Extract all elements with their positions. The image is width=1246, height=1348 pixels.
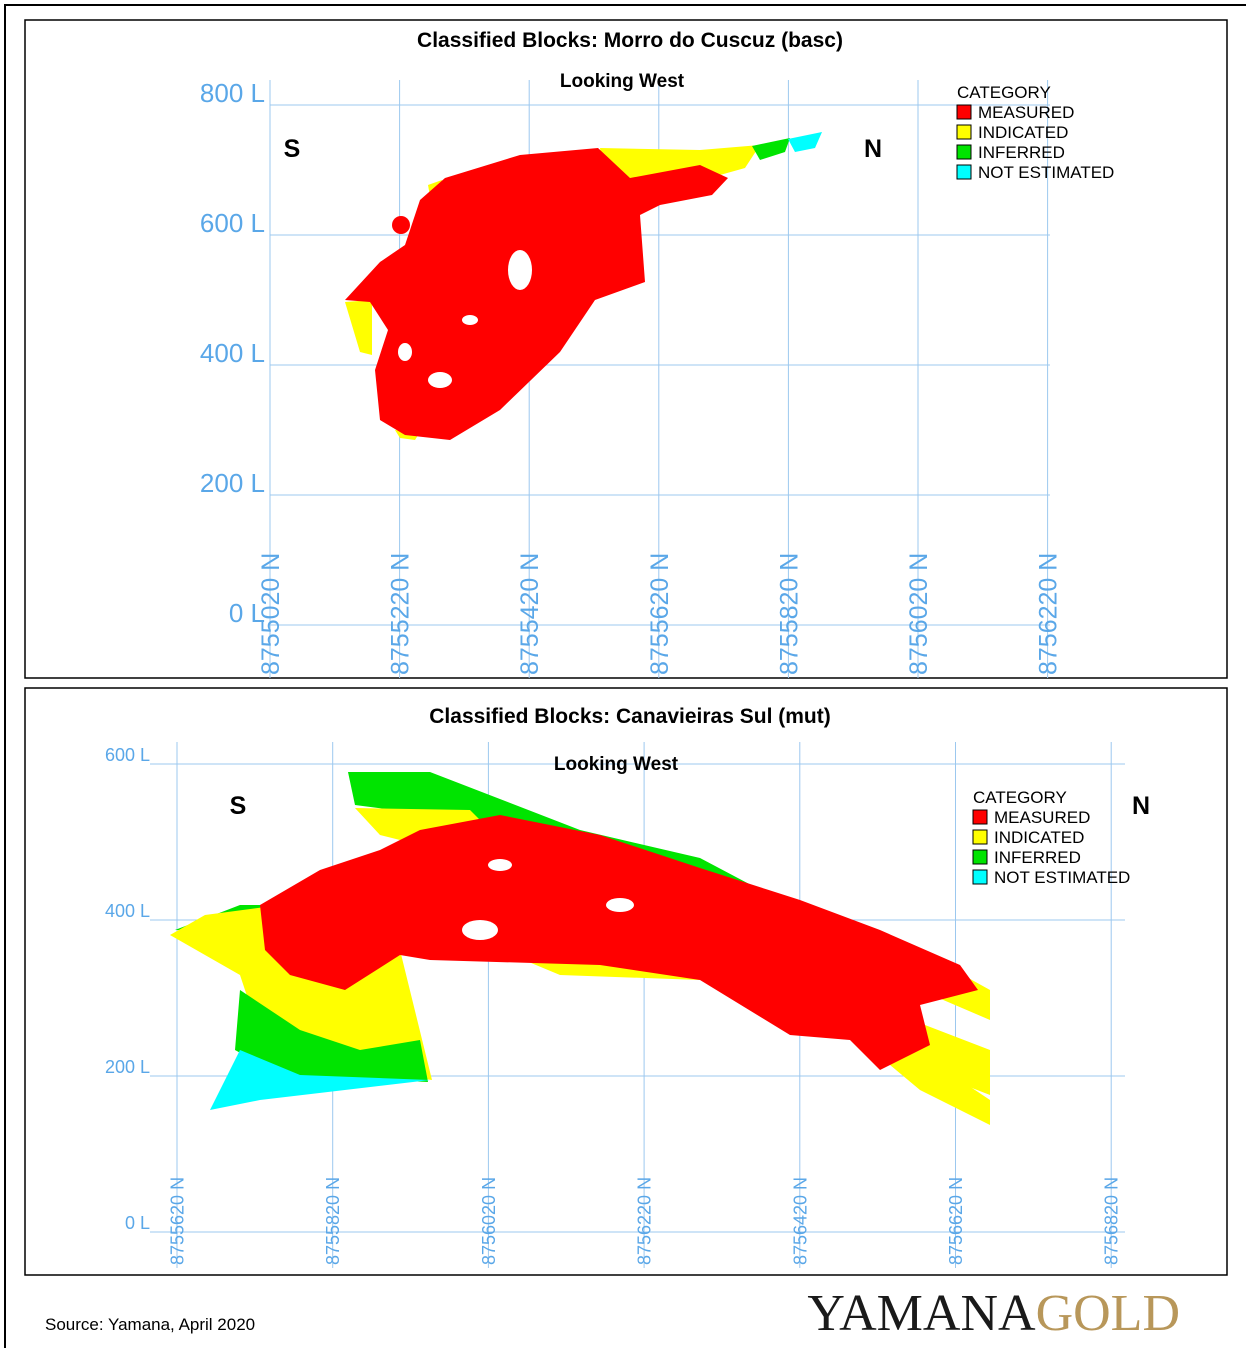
legend-swatch xyxy=(956,124,972,140)
blocks-morro xyxy=(345,132,822,440)
elevation-label: 200 L xyxy=(105,1057,150,1077)
direction-south: S xyxy=(284,135,301,163)
logo-part: GOLD xyxy=(1036,1285,1180,1342)
elevation-label: 400 L xyxy=(200,338,265,368)
panel-frame xyxy=(24,687,1228,1276)
source: Source: Yamana, April 2020 xyxy=(45,1315,255,1334)
legend-title: CATEGORY xyxy=(957,83,1051,102)
blocks-canavieiras xyxy=(170,772,990,1125)
elevation-label: 0 L xyxy=(125,1213,150,1233)
northing-label: 8756620 N xyxy=(946,1177,966,1265)
northing-label: 8755020 N xyxy=(257,553,285,675)
legend-swatch xyxy=(956,104,972,120)
legend-swatch xyxy=(972,829,988,845)
elevation-label: 600 L xyxy=(200,208,265,238)
elevation-label: 0 L xyxy=(229,598,265,628)
northing-label: 8755620 N xyxy=(646,553,674,675)
panel-title: Classified Blocks: Morro do Cuscuz (basc… xyxy=(417,29,843,52)
panel-subtitle: Looking West xyxy=(554,754,679,775)
northing-label: 8755820 N xyxy=(323,1177,343,1265)
logo-part: YAMANA xyxy=(807,1285,1036,1342)
legend-label: INFERRED xyxy=(994,848,1081,867)
legend-swatch xyxy=(956,144,972,160)
panel-frame xyxy=(24,19,1228,679)
northing-label: 8756020 N xyxy=(905,553,933,675)
panel-subtitle: Looking West xyxy=(560,71,685,92)
northing-label: 8755620 N xyxy=(167,1177,187,1265)
northing-label: 8756820 N xyxy=(1102,1177,1122,1265)
direction-north: N xyxy=(864,135,882,163)
labels: 8755020 N 8755220 N 8755420 N 8755620 N 8755… xyxy=(105,29,1150,1265)
elevation-label: 400 L xyxy=(105,901,150,921)
legend-swatch xyxy=(956,164,972,180)
legend-label: INDICATED xyxy=(994,828,1084,847)
direction-south: S xyxy=(230,792,247,820)
northing-label: 8756020 N xyxy=(479,1177,499,1265)
legend-label: MEASURED xyxy=(994,808,1090,827)
legend-label: INDICATED xyxy=(978,123,1068,142)
legend-swatch xyxy=(972,809,988,825)
northing-label: 8755220 N xyxy=(387,553,415,675)
legend-swatch xyxy=(972,869,988,885)
elevation-label: 600 L xyxy=(105,745,150,765)
northing-label: 8756420 N xyxy=(790,1177,810,1265)
legend-title: CATEGORY xyxy=(973,788,1067,807)
legend-label: NOT ESTIMATED xyxy=(994,868,1130,887)
logo: YAMANAGOLD xyxy=(807,1285,1180,1342)
northing-label: 8755420 N xyxy=(516,553,544,675)
legend-swatch xyxy=(972,849,988,865)
northing-label: 8756220 N xyxy=(1035,553,1063,675)
legend-label: INFERRED xyxy=(978,143,1065,162)
legend-label: NOT ESTIMATED xyxy=(978,163,1114,182)
direction-north: N xyxy=(1132,792,1150,820)
elevation-label: 800 L xyxy=(200,78,265,108)
outer-border xyxy=(4,4,1246,1348)
northing-label: 8755820 N xyxy=(775,553,803,675)
legend-label: MEASURED xyxy=(978,103,1074,122)
panel-title: Classified Blocks: Canavieiras Sul (mut) xyxy=(429,705,830,728)
elevation-label: 200 L xyxy=(200,468,265,498)
northing-label: 8756220 N xyxy=(635,1177,655,1265)
